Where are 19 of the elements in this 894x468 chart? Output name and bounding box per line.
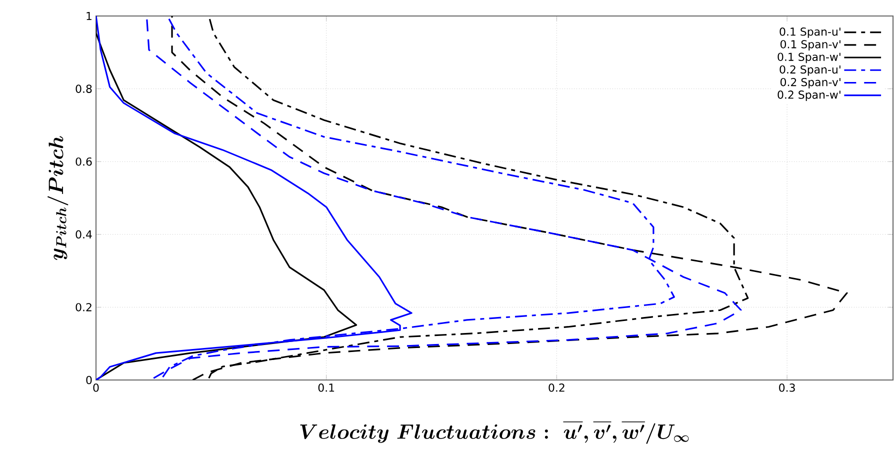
legend-label: 0.2 Span-w': [778, 90, 840, 101]
legend-label: 0.2 Span-v': [780, 78, 840, 88]
legend-label: 0.1 Span-w': [778, 52, 840, 64]
line-series: [171, 16, 848, 380]
y-tick-label: 0.6: [76, 157, 92, 166]
y-tick-label: 0.8: [76, 84, 92, 93]
x-tick-label: 0: [93, 384, 99, 392]
y-axis-title: $\boldsymbol{y_{Pitch}/Pitch}$: [48, 136, 68, 260]
legend-label: 0.1 Span-v': [780, 40, 840, 50]
y-tick-label: 0: [86, 376, 92, 384]
legend-label: 0.2 Span-u': [780, 65, 840, 76]
y-tick-label: 0.2: [76, 303, 92, 312]
x-tick-label: 0.1: [318, 384, 334, 392]
x-tick-label: 0.3: [779, 384, 795, 392]
y-tick-label: 1: [86, 12, 92, 20]
legend-label: 0.1 Span-u': [780, 27, 840, 38]
x-tick-label: 0.2: [548, 384, 564, 392]
y-tick-label: 0.4: [76, 230, 92, 239]
x-axis-title: $\boldsymbol{Velocity\ Fluctuations:\ \overline{u'},\overline{v'},\overline{w'}/U_{\infty}}$: [300, 422, 689, 444]
